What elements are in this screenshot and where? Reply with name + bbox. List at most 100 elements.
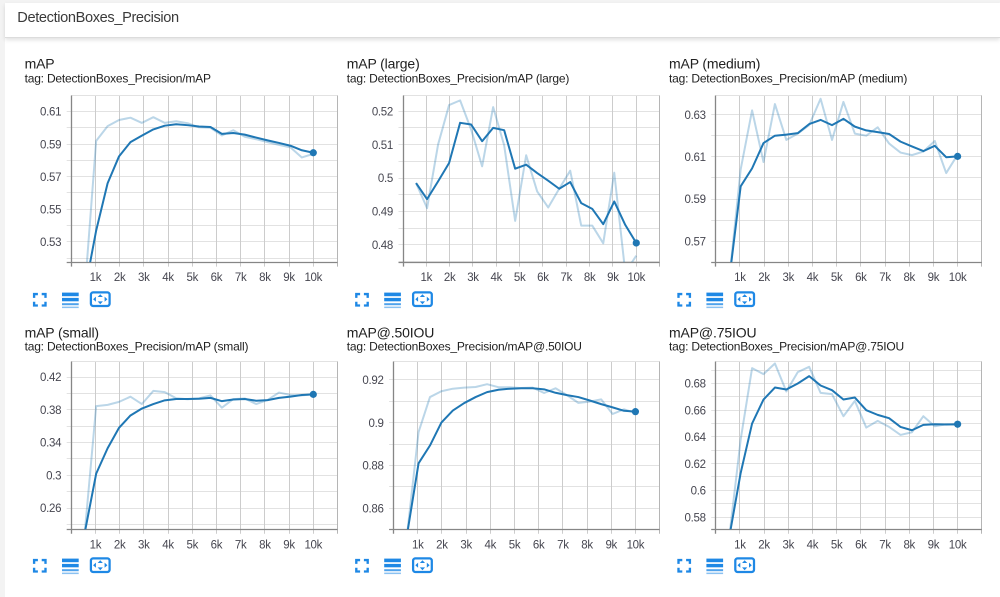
svg-text:6k: 6k [855,272,867,284]
svg-text:10k: 10k [949,539,967,551]
svg-text:mAP@.50IOU: mAP@.50IOU [347,325,434,341]
svg-text:9k: 9k [605,539,617,551]
svg-text:tag: DetectionBoxes_Precision/: tag: DetectionBoxes_Precision/mAP@.75IOU [669,340,904,354]
svg-text:6k: 6k [211,272,223,284]
svg-text:0.64: 0.64 [685,432,707,444]
svg-text:4k: 4k [162,272,174,284]
svg-text:2k: 2k [444,272,456,284]
svg-text:tag: DetectionBoxes_Precision/: tag: DetectionBoxes_Precision/mAP (small… [25,340,249,354]
svg-text:0.6: 0.6 [691,486,706,498]
svg-text:0.92: 0.92 [362,375,383,387]
svg-text:2k: 2k [758,272,770,284]
svg-text:10k: 10k [627,272,645,284]
svg-text:7k: 7k [557,539,569,551]
svg-text:9k: 9k [283,272,295,284]
svg-text:5k: 5k [514,272,526,284]
svg-text:5k: 5k [509,539,521,551]
svg-text:mAP (small): mAP (small) [25,325,99,341]
svg-text:2k: 2k [114,272,126,284]
svg-text:0.62: 0.62 [685,459,706,471]
svg-text:mAP (large): mAP (large) [347,56,420,72]
svg-text:8k: 8k [903,539,915,551]
svg-text:8k: 8k [581,539,593,551]
svg-text:0.26: 0.26 [40,503,61,515]
svg-text:0.53: 0.53 [40,237,61,249]
svg-text:0.34: 0.34 [40,438,62,450]
svg-text:0.42: 0.42 [40,372,61,384]
svg-text:6k: 6k [211,539,223,551]
svg-text:0.86: 0.86 [362,504,383,516]
svg-text:8k: 8k [584,272,596,284]
svg-text:8k: 8k [259,272,271,284]
svg-text:1k: 1k [412,539,424,551]
svg-text:1k: 1k [734,539,746,551]
svg-text:2k: 2k [758,539,770,551]
svg-text:0.57: 0.57 [685,236,706,248]
svg-text:0.51: 0.51 [372,140,393,152]
svg-text:0.59: 0.59 [685,194,706,206]
svg-text:3k: 3k [467,272,479,284]
svg-text:10k: 10k [304,272,322,284]
svg-text:0.59: 0.59 [40,139,61,151]
svg-text:0.49: 0.49 [372,207,393,219]
svg-text:4k: 4k [162,539,174,551]
svg-text:7k: 7k [879,539,891,551]
svg-text:1k: 1k [734,272,746,284]
svg-text:0.58: 0.58 [685,512,706,524]
svg-text:4k: 4k [807,272,819,284]
svg-text:2k: 2k [114,539,126,551]
svg-text:tag: DetectionBoxes_Precision/: tag: DetectionBoxes_Precision/mAP (mediu… [669,71,907,85]
svg-text:3k: 3k [138,272,150,284]
svg-text:9k: 9k [928,272,940,284]
svg-text:5k: 5k [186,272,198,284]
svg-text:0.3: 0.3 [46,470,61,482]
svg-text:10k: 10k [949,272,967,284]
svg-text:3k: 3k [138,539,150,551]
svg-text:10k: 10k [627,539,645,551]
svg-text:1k: 1k [90,539,102,551]
svg-text:3k: 3k [782,539,794,551]
svg-text:5k: 5k [831,272,843,284]
svg-text:0.9: 0.9 [369,418,384,430]
svg-text:0.68: 0.68 [685,379,706,391]
svg-text:9k: 9k [607,272,619,284]
svg-text:3k: 3k [460,539,472,551]
svg-text:5k: 5k [831,539,843,551]
svg-text:8k: 8k [259,539,271,551]
svg-text:7k: 7k [235,539,247,551]
svg-text:4k: 4k [491,272,503,284]
svg-text:7k: 7k [561,272,573,284]
svg-text:0.5: 0.5 [378,173,393,185]
svg-text:3k: 3k [782,272,794,284]
svg-text:9k: 9k [928,539,940,551]
svg-text:tag: DetectionBoxes_Precision/: tag: DetectionBoxes_Precision/mAP (large… [347,71,570,85]
svg-text:tag: DetectionBoxes_Precision/: tag: DetectionBoxes_Precision/mAP [25,71,211,85]
svg-text:0.57: 0.57 [40,172,61,184]
svg-text:9k: 9k [283,539,295,551]
svg-text:10k: 10k [304,539,322,551]
svg-text:7k: 7k [235,272,247,284]
svg-text:0.55: 0.55 [40,205,61,217]
svg-text:0.66: 0.66 [685,405,706,417]
svg-text:2k: 2k [436,539,448,551]
svg-text:0.61: 0.61 [685,152,706,164]
svg-text:0.63: 0.63 [685,110,706,122]
svg-text:0.88: 0.88 [362,461,383,473]
svg-text:8k: 8k [903,272,915,284]
svg-text:0.48: 0.48 [372,240,393,252]
svg-text:mAP@.75IOU: mAP@.75IOU [669,325,756,341]
svg-text:1k: 1k [90,272,102,284]
svg-text:0.38: 0.38 [40,405,61,417]
svg-text:6k: 6k [537,272,549,284]
svg-text:5k: 5k [186,539,198,551]
svg-text:6k: 6k [855,539,867,551]
svg-text:mAP (medium): mAP (medium) [669,56,760,72]
svg-text:4k: 4k [807,539,819,551]
svg-text:4k: 4k [485,539,497,551]
svg-text:tag: DetectionBoxes_Precision/: tag: DetectionBoxes_Precision/mAP@.50IOU [347,340,582,354]
svg-text:1k: 1k [421,272,433,284]
svg-text:0.52: 0.52 [372,106,393,118]
svg-text:mAP: mAP [25,56,55,72]
svg-text:6k: 6k [533,539,545,551]
svg-text:0.61: 0.61 [40,107,61,119]
